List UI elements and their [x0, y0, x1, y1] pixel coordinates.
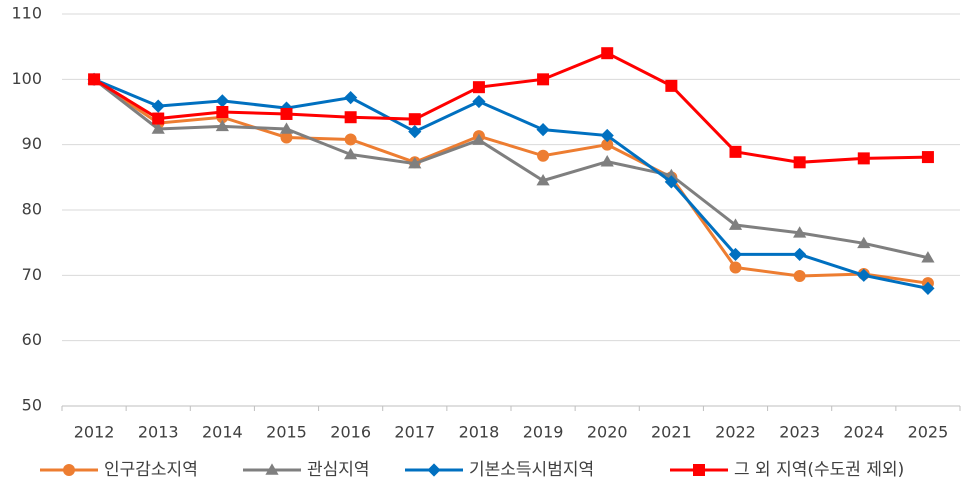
y-tick-label: 50: [22, 396, 42, 415]
marker: [921, 251, 935, 263]
y-tick-label: 110: [11, 4, 42, 23]
marker: [344, 91, 358, 105]
x-tick-label: 2018: [459, 423, 500, 442]
marker: [793, 156, 806, 169]
marker: [151, 99, 165, 113]
x-tick-label: 2019: [523, 423, 564, 442]
marker: [427, 463, 441, 477]
line: [93, 51, 928, 164]
marker: [664, 168, 678, 181]
x-tick-label: 2012: [74, 423, 115, 442]
x-tick-label: 2023: [779, 423, 820, 442]
marker: [921, 281, 935, 295]
marker: [601, 138, 614, 151]
marker: [600, 155, 614, 167]
x-tick-label: 2016: [330, 423, 371, 442]
marker: [215, 94, 229, 108]
marker: [472, 81, 485, 94]
x-tick-label: 2024: [843, 423, 884, 442]
marker: [344, 133, 357, 146]
marker: [215, 119, 229, 132]
x-tick-label: 2020: [587, 423, 628, 442]
marker: [279, 122, 294, 134]
marker: [921, 151, 934, 164]
line: [93, 77, 929, 290]
marker: [537, 73, 550, 86]
marker: [793, 269, 806, 282]
marker: [600, 128, 614, 143]
marker: [265, 463, 279, 475]
marker: [408, 157, 422, 169]
x-tick-label: 2013: [138, 423, 179, 442]
marker: [472, 133, 486, 145]
marker: [344, 147, 358, 160]
marker: [793, 247, 807, 262]
marker: [729, 261, 742, 274]
marker: [857, 268, 871, 282]
y-tick-label: 60: [22, 330, 42, 349]
legend-label: 그 외 지역(수도권 제외): [734, 460, 904, 480]
x-tick-label: 2025: [908, 423, 949, 442]
legend-label: 인구감소지역: [104, 460, 198, 480]
x-tick-label: 2021: [651, 423, 692, 442]
marker: [472, 94, 486, 109]
marker: [793, 226, 807, 238]
x-tick-label: 2022: [715, 423, 756, 442]
line: [93, 78, 929, 285]
marker: [280, 107, 293, 120]
legend-label: 기본소득시범지역: [469, 460, 594, 480]
x-tick-label: 2014: [202, 423, 243, 442]
marker: [88, 73, 101, 86]
legend-label: 관심지역: [307, 460, 370, 480]
marker: [344, 111, 357, 124]
marker: [665, 79, 678, 92]
marker: [152, 112, 165, 125]
marker: [216, 106, 229, 118]
y-tick-label: 80: [22, 200, 42, 219]
y-tick-label: 90: [22, 134, 42, 153]
marker: [151, 122, 165, 134]
x-tick-label: 2017: [394, 423, 435, 442]
marker: [857, 152, 870, 165]
marker: [63, 464, 75, 476]
marker: [693, 464, 705, 476]
marker: [728, 218, 743, 230]
marker: [280, 131, 293, 144]
y-tick-label: 70: [22, 265, 42, 284]
marker: [857, 236, 871, 249]
y-tick-label: 100: [11, 69, 42, 88]
marker: [408, 125, 422, 139]
marker: [729, 145, 742, 158]
line: [93, 78, 929, 260]
marker: [601, 47, 614, 60]
marker: [408, 113, 421, 126]
marker: [728, 247, 743, 262]
marker: [537, 149, 550, 162]
x-tick-label: 2015: [266, 423, 307, 442]
marker: [664, 175, 678, 189]
marker: [536, 123, 550, 137]
marker: [536, 174, 550, 186]
